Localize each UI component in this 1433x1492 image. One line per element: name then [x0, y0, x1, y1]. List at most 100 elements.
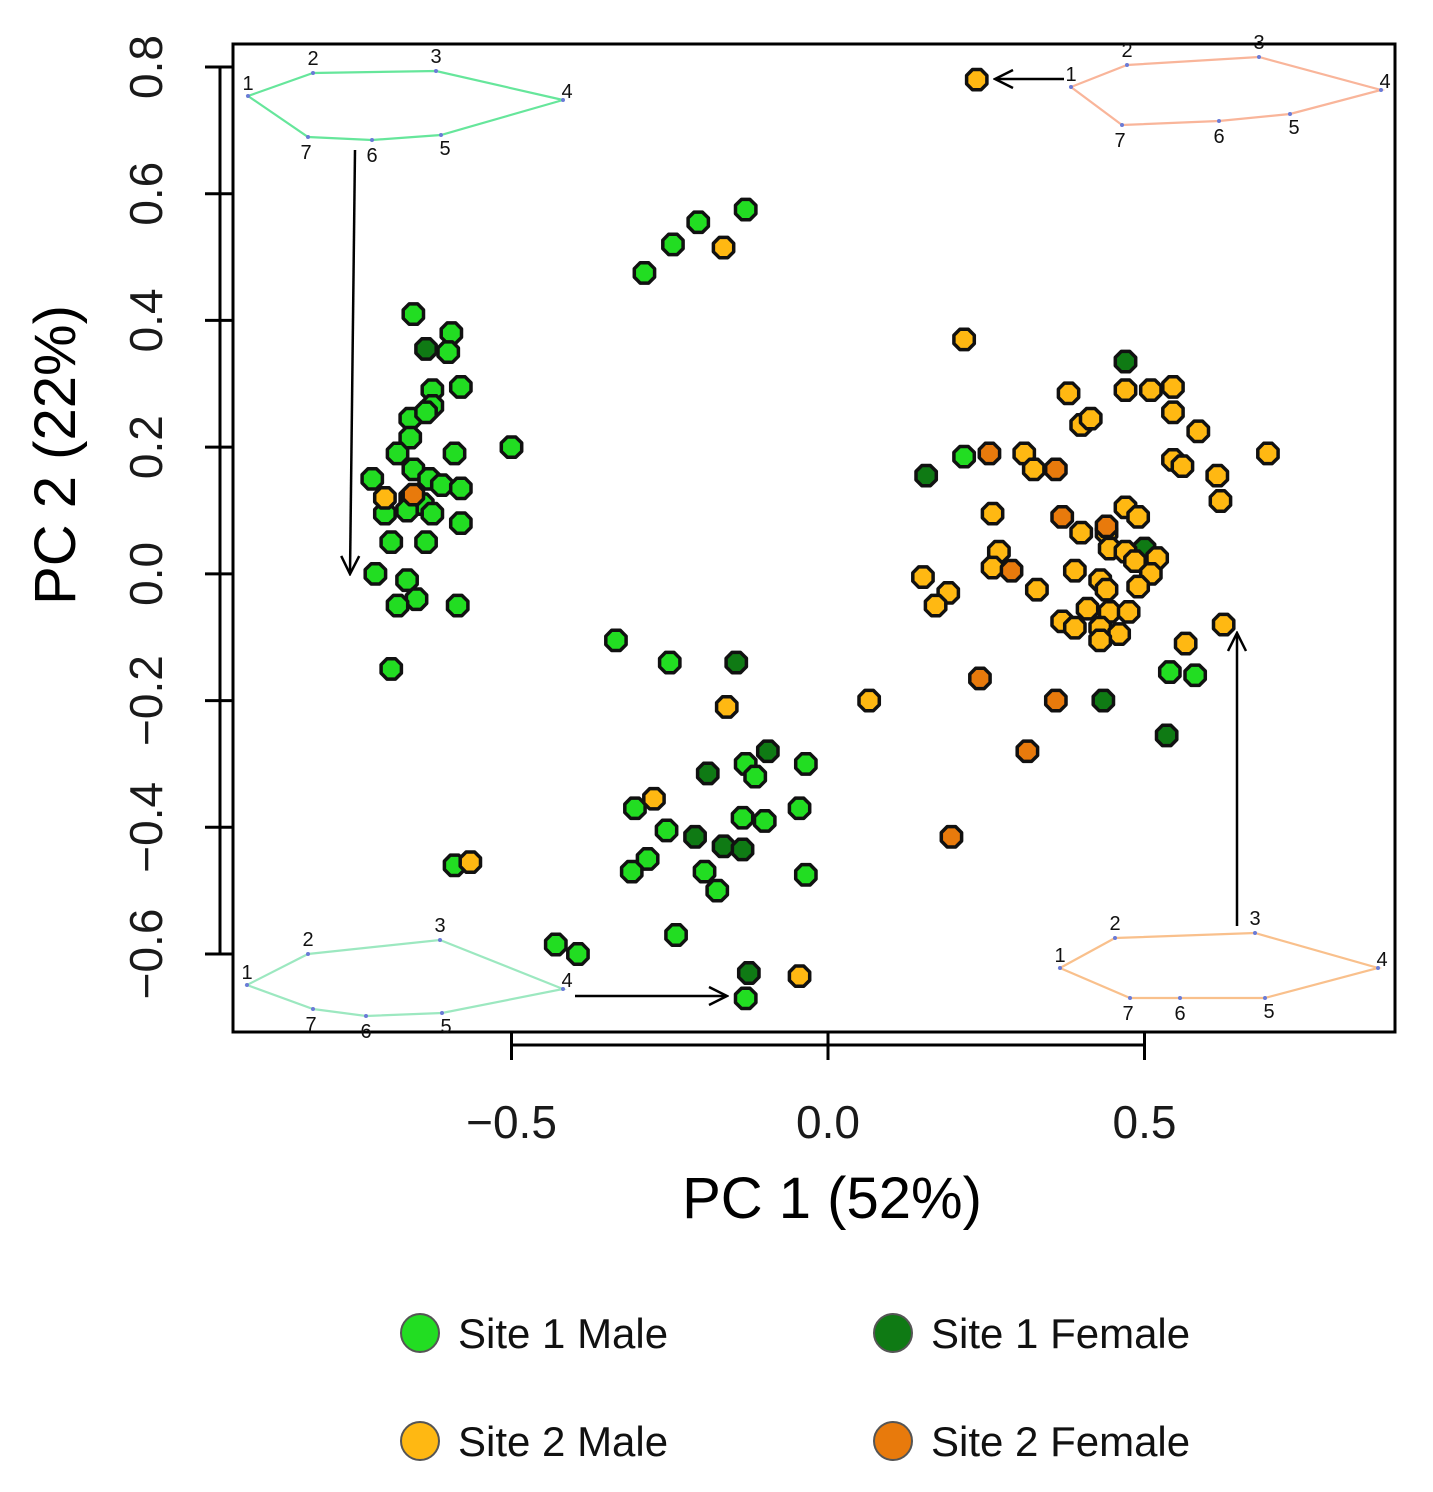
landmark-label: 1	[1054, 945, 1065, 967]
data-point	[1088, 628, 1113, 653]
data-point	[980, 501, 1005, 526]
legend-swatch	[400, 1313, 440, 1353]
data-point	[1107, 622, 1132, 646]
data-point	[787, 964, 812, 989]
landmark-label: 3	[434, 915, 445, 937]
data-point	[414, 337, 438, 361]
landmark-label: 1	[241, 962, 252, 984]
landmark-point	[370, 138, 374, 142]
landmark-point	[1113, 936, 1117, 940]
data-point	[1113, 378, 1138, 403]
data-point	[1062, 558, 1087, 583]
axes-layer: −0.5 0.0 0.5 −0.6 −0.4 −0.2 0.0 0.2 0.4 0.6 0.8	[120, 35, 1176, 1148]
landmark-point	[1253, 931, 1257, 935]
data-point	[736, 961, 761, 985]
landmark-label: 3	[1249, 908, 1260, 930]
data-point	[635, 847, 660, 871]
data-point	[385, 593, 410, 618]
series-site-2-female	[401, 441, 1119, 849]
data-point	[711, 235, 736, 260]
data-point	[1186, 419, 1211, 444]
data-point	[499, 435, 524, 460]
data-point	[654, 818, 679, 843]
landmark-point	[245, 983, 249, 987]
landmark-label: 2	[302, 929, 313, 951]
data-point	[733, 197, 758, 222]
landmark-point	[561, 987, 565, 991]
shape-outline	[1068, 55, 1386, 127]
data-point	[664, 923, 688, 947]
data-point	[401, 482, 426, 507]
data-point	[404, 587, 429, 612]
data-point	[968, 666, 992, 691]
data-point	[755, 739, 780, 764]
y-axis-title: PC 2 (22%)	[23, 305, 88, 605]
data-point	[604, 628, 628, 653]
data-point	[442, 441, 467, 466]
landmark-point	[306, 952, 310, 956]
data-point	[952, 444, 977, 469]
data-point	[642, 786, 666, 811]
landmark-label: 2	[1109, 913, 1120, 935]
data-point	[1157, 660, 1182, 684]
data-point	[661, 232, 685, 257]
landmark-point	[1263, 996, 1267, 1000]
landmark-label: 6	[366, 145, 377, 167]
y-tick-label: 0.8	[120, 35, 172, 99]
data-point	[1091, 688, 1116, 713]
data-point	[401, 302, 426, 327]
data-point	[977, 441, 1002, 466]
data-point	[683, 824, 707, 849]
data-point	[730, 805, 755, 830]
data-point	[1043, 688, 1068, 713]
data-point	[711, 834, 736, 859]
data-point	[793, 862, 818, 887]
data-point	[1069, 520, 1094, 545]
data-point	[398, 425, 423, 450]
landmark-point	[311, 71, 315, 75]
legend-label: Site 2 Male	[458, 1418, 668, 1465]
data-point	[1183, 663, 1208, 688]
data-point	[414, 400, 438, 425]
landmark-point	[306, 135, 310, 139]
legend-item: Site 2 Female	[873, 1418, 1190, 1465]
shape-outline	[244, 938, 567, 1018]
data-point	[632, 260, 657, 285]
data-point	[1113, 349, 1138, 374]
data-point	[705, 878, 730, 903]
landmark-label: 1	[242, 73, 253, 95]
shape-insets-layer: 1 2 3 4 5 6 7 1 2 3 4 5 6 7 1 2 3 4 5 6 7 1 2 3 4 5 6 7	[241, 32, 1390, 1043]
series-site-1-female	[414, 337, 1179, 985]
data-point	[429, 473, 454, 498]
legend-label: Site 1 Male	[458, 1310, 668, 1357]
data-point	[363, 561, 388, 586]
data-point	[1075, 596, 1100, 621]
landmark-label: 7	[305, 1014, 316, 1036]
landmark-label: 5	[440, 1016, 451, 1038]
landmark-label: 4	[1379, 71, 1390, 93]
data-point	[448, 511, 473, 536]
landmark-label: 2	[1121, 40, 1132, 62]
data-point	[1173, 631, 1198, 656]
shape-outline	[1057, 931, 1383, 1000]
x-axis-title: PC 1 (52%)	[682, 1166, 982, 1231]
y-tick-label: −0.6	[120, 909, 172, 1000]
data-point	[857, 688, 882, 713]
y-tick-label: −0.2	[120, 655, 172, 746]
data-point	[724, 650, 749, 675]
data-point	[1126, 504, 1151, 529]
data-point	[752, 809, 777, 833]
shape-inset-3: 1 2 3 4 5 6 7	[241, 915, 727, 1043]
data-point	[1116, 599, 1141, 624]
landmark-label: 2	[307, 48, 318, 70]
landmark-label: 6	[1213, 126, 1224, 148]
data-point	[911, 565, 935, 589]
landmark-point	[1288, 112, 1292, 116]
data-point	[448, 476, 473, 501]
data-point	[1256, 441, 1280, 466]
data-point	[1211, 612, 1236, 637]
landmark-point	[1376, 966, 1380, 970]
data-point	[1094, 577, 1119, 602]
data-point	[372, 485, 397, 510]
